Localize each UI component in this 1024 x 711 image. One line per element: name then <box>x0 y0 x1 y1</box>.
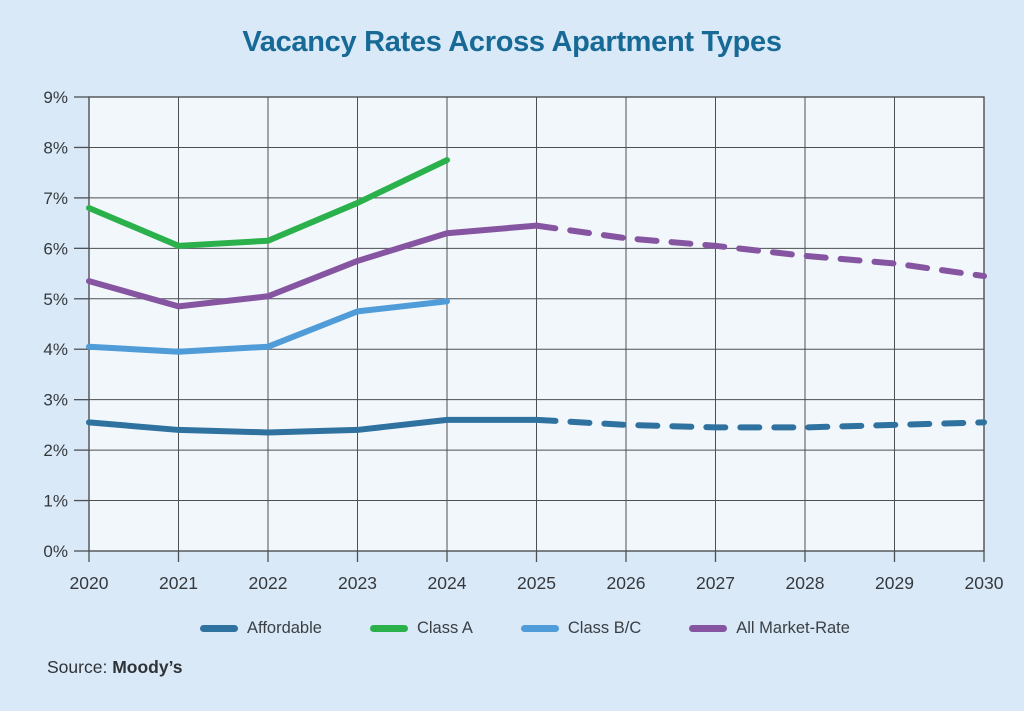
source-label: Source: <box>47 657 113 677</box>
class-a-line-swatch <box>369 625 408 632</box>
source-attribution: Source: Moody’s <box>47 657 183 678</box>
page-title: Vacancy Rates Across Apartment Types <box>242 26 782 58</box>
x-tick-label: 2028 <box>786 573 825 593</box>
legend-label-class-bc: Class B/C <box>567 619 642 637</box>
x-tick-label: 2026 <box>607 573 646 593</box>
legend-item-all-market-rate: All Market-Rate <box>689 619 850 638</box>
x-tick-label: 2027 <box>696 573 735 593</box>
y-tick-label: 1% <box>43 492 68 511</box>
y-tick-label: 3% <box>43 391 68 410</box>
affordable-line-dashed <box>533 416 987 431</box>
all-market-rate-line-swatch <box>689 625 728 632</box>
y-tick-label: 8% <box>43 138 68 157</box>
legend-item-class-a: Class A <box>369 619 473 638</box>
x-tick-label: 2024 <box>428 573 467 593</box>
all-market-rate-line-dashed <box>533 222 987 280</box>
x-tick-label: 2021 <box>159 573 198 593</box>
legend-label-class-a: Class A <box>416 619 473 637</box>
y-tick-label: 7% <box>43 189 68 208</box>
class-bc-line-swatch <box>520 625 559 632</box>
all-market-rate-line-solid <box>86 222 540 310</box>
y-tick-label: 0% <box>43 542 68 561</box>
y-tick-label: 4% <box>43 340 68 359</box>
x-tick-label: 2022 <box>249 573 288 593</box>
y-tick-label: 5% <box>43 290 68 309</box>
class-b-c-line-solid <box>86 298 450 355</box>
source-value: Moody’s <box>112 657 183 677</box>
x-tick-label: 2029 <box>875 573 914 593</box>
chart-legend: Affordable Class A Class B/C All Market-… <box>0 619 1024 638</box>
legend-label-all-market-rate: All Market-Rate <box>736 619 850 637</box>
affordable-line-swatch <box>200 625 239 632</box>
class-a-line-solid <box>86 157 450 249</box>
y-tick-label: 9% <box>43 88 68 107</box>
x-tick-label: 2030 <box>965 573 1004 593</box>
legend-label-affordable: Affordable <box>247 619 322 637</box>
x-tick-label: 2023 <box>338 573 377 593</box>
affordable-line-solid <box>86 416 540 436</box>
x-tick-label: 2025 <box>517 573 556 593</box>
legend-item-class-bc: Class B/C <box>520 619 642 638</box>
x-tick-label: 2020 <box>70 573 109 593</box>
y-tick-label: 6% <box>43 239 68 258</box>
legend-item-affordable: Affordable <box>200 619 322 638</box>
plot-border <box>88 96 985 552</box>
y-tick-label: 2% <box>43 441 68 460</box>
